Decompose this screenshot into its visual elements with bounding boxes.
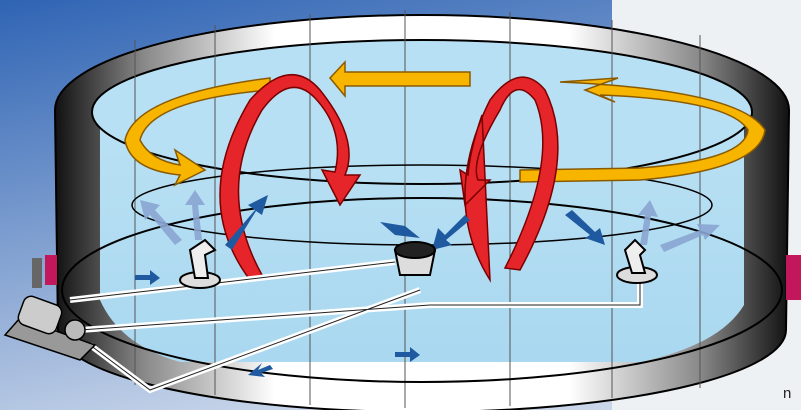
blue-flow xyxy=(135,195,605,377)
light-flow xyxy=(140,190,720,252)
liquid-surface xyxy=(91,39,753,185)
valve xyxy=(32,258,42,288)
yellow-flow xyxy=(124,60,766,187)
pump xyxy=(3,295,97,361)
flange-left xyxy=(45,255,57,285)
caption: n xyxy=(783,385,791,402)
tank-floor xyxy=(61,197,783,383)
piping xyxy=(69,238,658,394)
red-flow xyxy=(219,74,559,283)
flange-right xyxy=(786,255,801,300)
